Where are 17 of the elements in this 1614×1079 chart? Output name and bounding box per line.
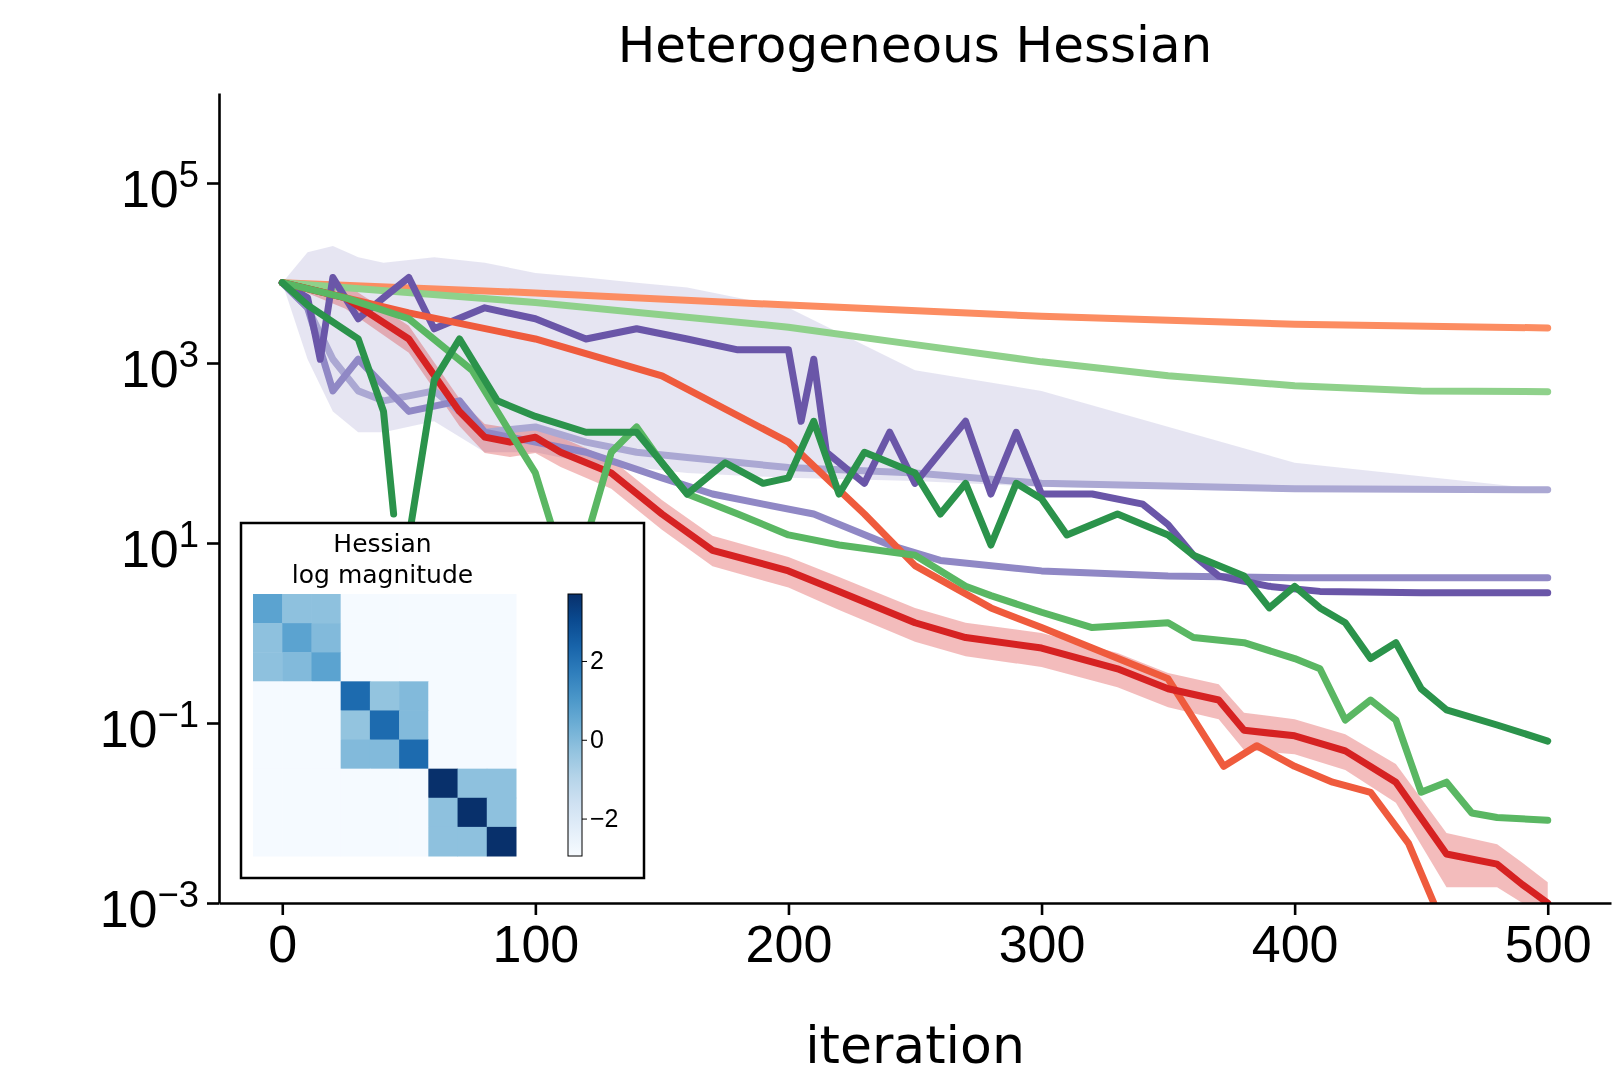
x-tick-label: 100 <box>492 914 580 973</box>
y-tick-label: 10$^{−1}$ <box>99 693 199 758</box>
chart-title: Hessian log magnitude <box>291 529 474 589</box>
chart-title: Heterogeneous Hessian <box>617 16 1213 74</box>
x-axis-title: iteration <box>805 1015 1025 1075</box>
x-tick-label: 500 <box>1504 914 1592 973</box>
y-tick-label: 10$^{−3}$ <box>99 873 199 938</box>
y-tick-label: 10$^{1}$ <box>120 513 199 578</box>
y-tick-label: 10$^{5}$ <box>120 153 199 218</box>
color-bar-label: −2 <box>590 804 619 833</box>
color-bar-label: 2 <box>590 646 604 675</box>
x-tick-label: 400 <box>1251 914 1339 973</box>
x-tick-label: 0 <box>268 914 298 973</box>
y-tick-label: 10$^{3}$ <box>120 333 199 398</box>
x-tick-label: 200 <box>745 914 833 973</box>
color-bar-label: 0 <box>590 725 604 754</box>
x-tick-label: 300 <box>998 914 1086 973</box>
